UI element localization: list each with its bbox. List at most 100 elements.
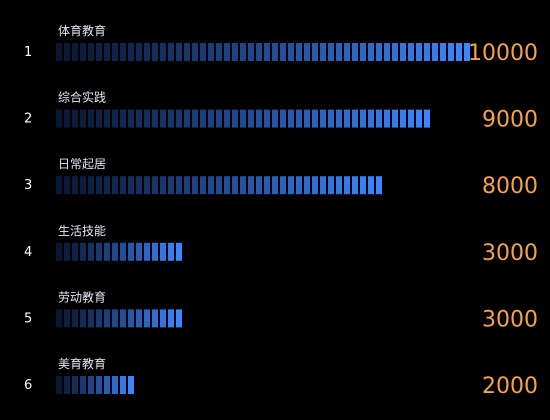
- bar-segment: [408, 109, 414, 128]
- bar-segment: [288, 43, 294, 61]
- bar-segment: [352, 176, 358, 195]
- bar-segment: [80, 376, 86, 394]
- bar-segment: [208, 109, 214, 128]
- bar: [56, 109, 430, 128]
- category-label: 劳动教育: [58, 289, 106, 304]
- bar-segment: [424, 109, 430, 128]
- value-label: 10000: [468, 41, 538, 66]
- chart-row: 生活技能 4 3000: [24, 224, 538, 266]
- rank-label: 2: [24, 112, 32, 127]
- bar-segment: [112, 309, 118, 328]
- category-label: 综合实践: [58, 90, 106, 105]
- bar-segment: [256, 109, 262, 128]
- bar-segment: [64, 242, 70, 261]
- bar-segment: [72, 309, 78, 328]
- bar-segment: [96, 109, 102, 128]
- bar: [56, 309, 182, 328]
- bar: [56, 242, 182, 261]
- bar-segment: [64, 309, 70, 328]
- bar-segment: [168, 242, 174, 261]
- bar-segment: [72, 109, 78, 128]
- bar-segment: [152, 176, 158, 195]
- bar-segment: [120, 376, 126, 394]
- bar-segment: [200, 43, 206, 61]
- category-label: 生活技能: [58, 224, 106, 238]
- bar-segment: [376, 43, 382, 61]
- bar-segment: [144, 242, 150, 261]
- bar-segment: [56, 309, 62, 328]
- bar-segment: [56, 376, 62, 394]
- bar-segment: [224, 43, 230, 61]
- bar-segment: [144, 43, 150, 61]
- bar-segment: [80, 43, 86, 61]
- chart-row: 美育教育 6 2000: [24, 356, 538, 399]
- bar-segment: [248, 176, 254, 195]
- bar-segment: [64, 109, 70, 128]
- chart-row: 体育教育 1 10000: [24, 23, 538, 66]
- bar-segment: [96, 376, 102, 394]
- bar-segment: [184, 176, 190, 195]
- bar-segment: [264, 109, 270, 128]
- chart-row: 劳动教育 5 3000: [24, 289, 538, 332]
- bar-segment: [88, 176, 94, 195]
- bar-segment: [240, 109, 246, 128]
- bar-segment: [280, 176, 286, 195]
- bar-segment: [176, 176, 182, 195]
- bar-segment: [320, 176, 326, 195]
- bar-segment: [80, 242, 86, 261]
- bar-segment: [256, 43, 262, 61]
- bar-segment: [96, 242, 102, 261]
- bar-segment: [160, 242, 166, 261]
- bar-segment: [344, 176, 350, 195]
- category-label: 美育教育: [58, 356, 106, 371]
- rank-label: 1: [24, 45, 32, 60]
- bar-segment: [424, 43, 430, 61]
- bar-segment: [200, 109, 206, 128]
- bar-segment: [344, 109, 350, 128]
- bar-segment: [160, 109, 166, 128]
- bar-segment: [304, 109, 310, 128]
- chart-row: 日常起居 3 8000: [24, 157, 538, 199]
- bar-segment: [376, 176, 382, 195]
- bar-segment: [224, 176, 230, 195]
- bar-segment: [288, 109, 294, 128]
- bar-segment: [328, 43, 334, 61]
- bar-segment: [232, 176, 238, 195]
- bar-segment: [272, 109, 278, 128]
- bar-segment: [304, 176, 310, 195]
- bar-segment: [312, 109, 318, 128]
- bar-segment: [416, 43, 422, 61]
- bar-segment: [168, 109, 174, 128]
- bar-segment: [144, 176, 150, 195]
- bar-segment: [136, 43, 142, 61]
- bar-segment: [128, 43, 134, 61]
- bar-segment: [280, 109, 286, 128]
- bar-segment: [368, 176, 374, 195]
- bar-segment: [416, 109, 422, 128]
- bar-segment: [216, 176, 222, 195]
- bar-segment: [120, 242, 126, 261]
- bar-segment: [320, 109, 326, 128]
- category-label: 日常起居: [58, 157, 106, 171]
- rank-label: 4: [24, 245, 32, 260]
- bar: [56, 43, 470, 61]
- bar-segment: [64, 176, 70, 195]
- bar-segment: [208, 43, 214, 61]
- bar-segment: [136, 309, 142, 328]
- value-label: 9000: [482, 108, 538, 133]
- bar-segment: [296, 109, 302, 128]
- bar-segment: [104, 242, 110, 261]
- bar-segment: [96, 176, 102, 195]
- bar-segment: [56, 242, 62, 261]
- bar-segment: [104, 376, 110, 394]
- bar-segment: [136, 176, 142, 195]
- bar-segment: [400, 109, 406, 128]
- bar-segment: [264, 43, 270, 61]
- bar-segment: [248, 43, 254, 61]
- bar-segment: [336, 176, 342, 195]
- bar-segment: [176, 309, 182, 328]
- bar-segment: [120, 109, 126, 128]
- bar-segment: [248, 109, 254, 128]
- bar-segment: [392, 43, 398, 61]
- bar-segment: [120, 309, 126, 328]
